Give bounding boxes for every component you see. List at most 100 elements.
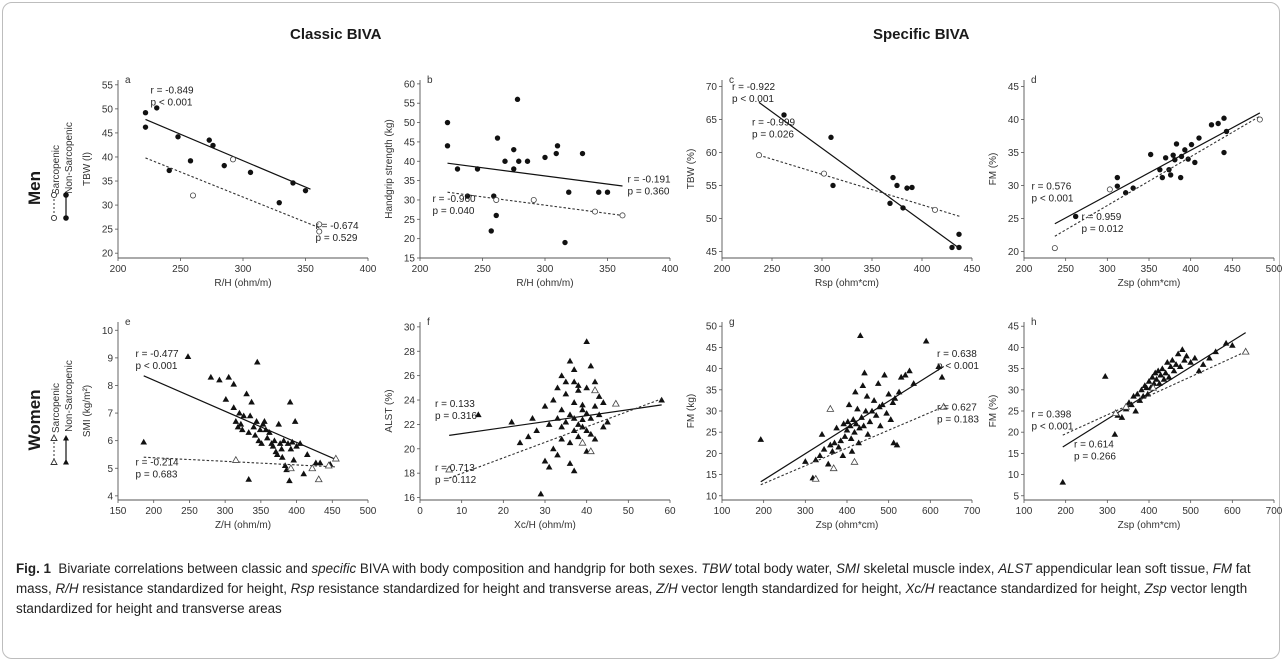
data-point: [554, 384, 561, 391]
data-point: [558, 435, 565, 442]
data-point: [1164, 358, 1171, 365]
data-point: [818, 431, 826, 437]
panel-letter: b: [427, 75, 433, 86]
data-point: [900, 205, 906, 211]
data-point: [1160, 375, 1168, 382]
x-tick-label: 300: [797, 506, 814, 517]
data-point: [541, 457, 549, 464]
row-women-title: Women: [25, 389, 44, 450]
panel-a: a 20 25 30 35 40 45 50 55 200 250 300 350 400 R/H (ohm…: [82, 75, 377, 289]
x-tick-label: 600: [922, 506, 939, 517]
y-tick-label: 25: [1008, 214, 1020, 225]
data-point: [883, 409, 890, 416]
y-tick-label: 30: [1008, 181, 1020, 192]
y-tick-label: 45: [1008, 322, 1020, 333]
x-tick-label: 200: [412, 264, 429, 275]
data-point: [829, 464, 838, 472]
caption-segment: resistance standardized for height and t…: [314, 581, 657, 596]
correlation-p-label: p = 0.529: [316, 233, 358, 244]
data-point: [207, 373, 215, 380]
data-point: [1122, 190, 1129, 196]
data-point: [1136, 397, 1144, 403]
data-point: [276, 199, 282, 206]
panel-letter: e: [125, 317, 131, 328]
data-point: [529, 415, 536, 421]
data-point: [583, 338, 590, 344]
data-point: [1187, 358, 1194, 365]
x-tick-label: 40: [581, 506, 593, 517]
data-point: [877, 422, 884, 429]
data-point: [840, 420, 847, 427]
data-point: [221, 162, 227, 169]
regression-line-dashed: [143, 456, 336, 468]
data-point: [895, 388, 903, 395]
data-point: [587, 362, 595, 369]
data-point: [562, 378, 570, 385]
data-point: [857, 332, 864, 339]
legend-women-sarcopenic-marker: [50, 458, 58, 465]
y-axis-label: TBW (%): [686, 149, 697, 190]
data-point: [837, 437, 845, 444]
y-axis-label: TBW (l): [82, 152, 93, 186]
y-tick-label: 20: [706, 449, 718, 460]
data-point: [558, 423, 565, 430]
data-point: [1051, 245, 1058, 252]
data-point: [1156, 380, 1163, 386]
data-point: [827, 441, 834, 448]
data-point: [1130, 392, 1137, 399]
x-tick-label: 300: [1099, 506, 1116, 517]
data-point: [562, 390, 570, 397]
header-classic-biva: Classic BIVA: [290, 26, 382, 43]
caption-segment: vector length standardized for height an…: [16, 581, 1248, 616]
data-point: [253, 358, 261, 365]
data-point: [314, 475, 323, 483]
data-point: [1151, 369, 1159, 376]
data-point: [525, 433, 532, 440]
y-tick-label: 35: [1008, 364, 1020, 375]
data-point: [444, 143, 451, 149]
data-point: [1150, 380, 1158, 386]
data-point: [247, 169, 254, 176]
x-tick-label: 250: [181, 506, 198, 517]
data-point: [516, 158, 522, 164]
data-point: [1153, 375, 1160, 382]
y-tick-label: 35: [706, 385, 718, 396]
data-point: [1149, 373, 1156, 380]
x-tick-label: 500: [880, 506, 897, 517]
x-tick-label: 250: [1057, 264, 1074, 275]
y-tick-label: 22: [404, 420, 416, 431]
data-point: [835, 443, 842, 450]
data-point: [881, 371, 888, 378]
correlation-p-label: p < 0.001: [1032, 421, 1074, 432]
data-point: [839, 452, 847, 458]
y-tick-label: 8: [107, 381, 113, 392]
data-point: [256, 426, 264, 433]
data-point: [611, 399, 620, 407]
y-tick-label: 26: [404, 371, 416, 382]
data-point: [533, 427, 540, 433]
legend-men-sarcopenic-marker: [50, 191, 58, 199]
data-point: [596, 189, 602, 195]
y-tick-label: 7: [107, 409, 113, 420]
x-tick-label: 200: [1057, 506, 1074, 517]
data-point: [222, 395, 230, 402]
data-point: [570, 378, 578, 385]
caption-segment: resistance standardized for height,: [78, 581, 291, 596]
y-tick-label: 15: [1008, 449, 1020, 460]
y-tick-label: 18: [404, 469, 416, 480]
data-point: [859, 382, 867, 389]
data-point: [1132, 407, 1139, 414]
data-point: [1223, 128, 1230, 135]
correlation-r-label: r = -0.849: [151, 86, 195, 97]
data-point: [1147, 151, 1154, 158]
data-point: [189, 192, 196, 199]
data-point: [316, 228, 323, 235]
x-tick-label: 300: [217, 506, 234, 517]
